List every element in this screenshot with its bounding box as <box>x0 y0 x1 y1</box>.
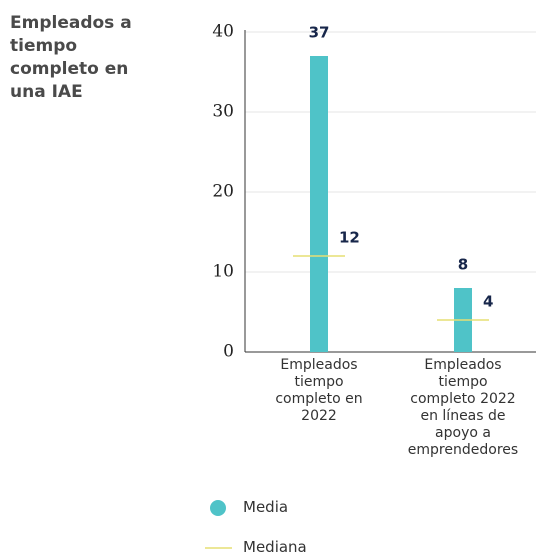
data-label: 12 <box>339 229 360 247</box>
data-label: 8 <box>458 256 468 274</box>
data-label: 37 <box>309 24 330 42</box>
legend-label: Media <box>243 498 289 516</box>
y-tick-label: 0 <box>223 342 234 362</box>
x-tick-label: Empleados tiempo completo en 2022 <box>275 357 363 424</box>
legend-label: Mediana <box>243 538 307 556</box>
data-label: 4 <box>483 293 493 311</box>
bar <box>310 56 328 352</box>
y-tick-label: 30 <box>212 102 234 122</box>
y-tick-label: 40 <box>212 22 234 42</box>
legend-swatch <box>210 500 226 516</box>
y-tick-label: 20 <box>212 182 234 202</box>
chart-title: Empleados a tiempo completo en una IAE <box>10 13 132 102</box>
x-tick-label: Empleados tiempo completo 2022 en líneas… <box>407 357 519 458</box>
y-tick-label: 10 <box>212 262 234 282</box>
